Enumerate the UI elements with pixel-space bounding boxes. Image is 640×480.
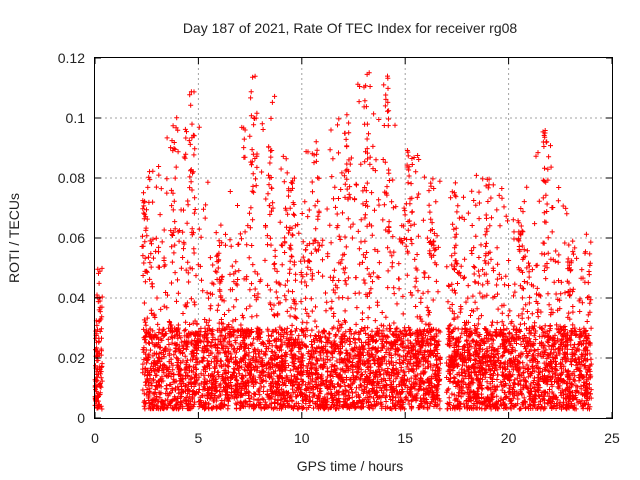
x-tick-label: 5 bbox=[195, 430, 203, 446]
chart-title: Day 187 of 2021, Rate Of TEC Index for r… bbox=[183, 20, 518, 36]
y-tick-label: 0.06 bbox=[58, 230, 85, 246]
y-tick-label: 0.1 bbox=[66, 110, 86, 126]
plot-frame bbox=[94, 57, 613, 419]
roti-marker-cloud bbox=[92, 70, 594, 412]
y-tick-label: 0.02 bbox=[58, 350, 85, 366]
grid-lines bbox=[95, 58, 612, 418]
data-points bbox=[92, 70, 594, 412]
axes: 0 5 10 15 20 25 0 0.02 0.04 0.06 0.08 0.1 0.12 bbox=[58, 50, 620, 446]
y-tick-label: 0.08 bbox=[58, 170, 85, 186]
y-tick-label: 0.04 bbox=[58, 290, 85, 306]
x-tick-label: 15 bbox=[397, 430, 413, 446]
x-tick-label: 10 bbox=[294, 430, 310, 446]
x-tick-label: 0 bbox=[91, 430, 99, 446]
x-tick-label: 25 bbox=[604, 430, 620, 446]
x-tick-label: 20 bbox=[501, 430, 517, 446]
y-axis-label: ROTI / TECUs bbox=[6, 193, 22, 283]
y-tick-label: 0 bbox=[77, 410, 85, 426]
x-axis-label: GPS time / hours bbox=[297, 458, 404, 474]
y-tick-label: 0.12 bbox=[58, 50, 85, 66]
